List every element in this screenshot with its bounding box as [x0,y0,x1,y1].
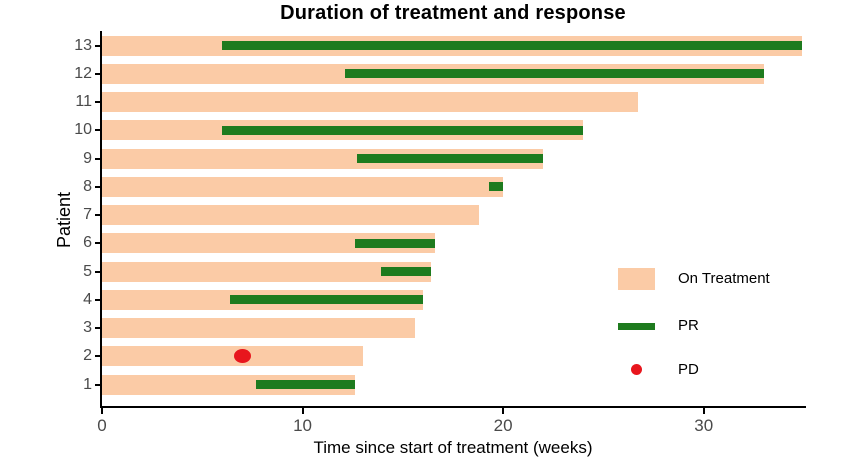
on-treatment-bar [102,92,638,112]
x-tick-label: 10 [293,416,313,435]
pr-bar [354,238,435,248]
x-axis-title: Time since start of treatment (weeks) [313,438,593,457]
on-treatment-bar [102,374,355,395]
on-treatment-bar [102,148,544,169]
on-treatment-bar [102,346,363,367]
pr-bar [356,154,544,163]
y-tick-label: 13 [74,36,92,54]
x-tick-label: 30 [694,416,714,435]
x-tick-label: 0 [97,416,107,435]
y-tick [95,101,100,103]
pr-bar [344,69,764,79]
y-tick-label: 11 [75,93,92,110]
y-tick [95,72,100,75]
y-tick-label: 7 [83,206,92,223]
pr-bar [380,267,431,276]
pr-bar [256,380,355,389]
legend-label: PR [678,317,699,334]
y-tick [95,185,100,188]
y-tick [95,327,100,329]
on-treatment-bar [102,261,431,282]
x-tick [101,408,103,414]
y-tick-label: 5 [83,262,92,280]
y-tick [95,242,100,245]
y-tick-label: 6 [83,234,92,252]
y-tick [95,298,100,301]
legend-swatch-pd-dot [631,364,642,375]
pr-bar [230,295,423,305]
legend-label: On Treatment [678,270,770,287]
y-axis-line [100,31,102,408]
y-tick [95,157,100,160]
on-treatment-bar [102,233,435,254]
legend-label: PD [678,361,699,378]
y-tick-label: 10 [74,121,92,139]
chart-title: Duration of treatment and response [280,2,626,24]
y-tick [95,214,100,216]
y-tick [95,129,100,132]
legend-swatch-on-treatment [618,268,655,290]
y-tick-label: 3 [83,319,92,336]
y-tick-label: 2 [83,347,92,365]
x-tick [301,408,304,414]
pd-dot [233,349,251,364]
on-treatment-bar [102,176,504,197]
y-tick [95,44,100,47]
x-tick [702,408,705,414]
y-tick [95,270,100,273]
pr-bar [222,41,802,50]
x-tick-label: 20 [493,416,513,435]
pr-bar [489,182,504,192]
x-tick [502,408,505,414]
y-tick-label: 4 [83,290,92,308]
pr-bar [222,125,584,135]
x-axis-line [100,406,806,408]
y-tick [95,355,100,358]
y-tick-label: 8 [83,177,92,195]
on-treatment-bar [102,205,480,225]
legend-swatch-pr-line [618,323,655,330]
on-treatment-bar [102,318,415,338]
y-tick-label: 12 [74,64,92,82]
y-tick-label: 1 [83,375,92,393]
y-tick-label: 9 [83,149,92,167]
y-tick [95,383,100,386]
